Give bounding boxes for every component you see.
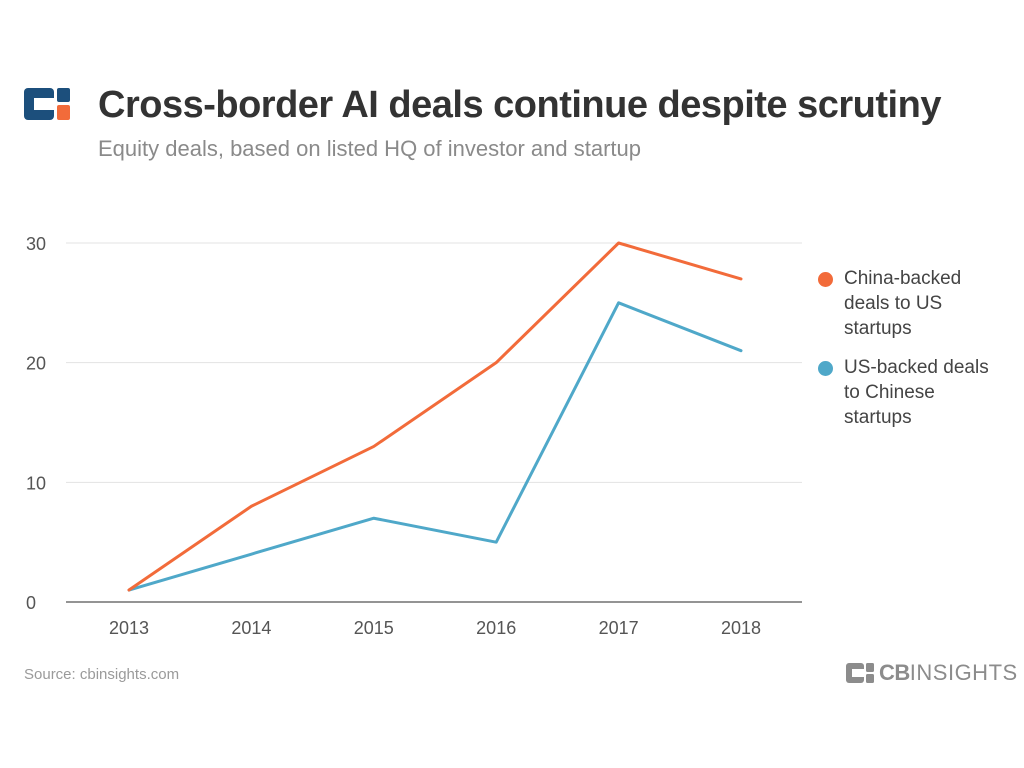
- brand-wordmark-insights: INSIGHTS: [909, 660, 1018, 685]
- y-tick-label: 0: [26, 593, 36, 613]
- x-tick-label: 2015: [354, 618, 394, 638]
- chart-header: Cross-border AI deals continue despite s…: [24, 84, 1004, 174]
- legend-item-us[interactable]: US-backed deals to Chinese startups: [818, 355, 1018, 430]
- x-tick-label: 2017: [599, 618, 639, 638]
- legend-label-us: US-backed deals to Chinese startups: [844, 357, 989, 428]
- legend-item-china[interactable]: China-backed deals to US startups: [818, 266, 1018, 341]
- series-lines: [127, 241, 743, 592]
- y-tick-label: 20: [26, 354, 46, 374]
- y-axis-ticks: 0 10 20 30: [26, 234, 46, 613]
- cb-insights-brand: CB INSIGHTS: [846, 660, 1018, 686]
- x-tick-label: 2013: [109, 618, 149, 638]
- cb-insights-logo: [24, 88, 70, 120]
- legend-marker-china: [818, 272, 833, 287]
- cb-insights-brand-icon: [846, 663, 874, 683]
- source-note: Source: cbinsights.com: [24, 666, 180, 683]
- x-tick-label: 2018: [721, 618, 761, 638]
- y-tick-label: 10: [26, 473, 46, 493]
- chart-subtitle: Equity deals, based on listed HQ of inve…: [98, 136, 641, 161]
- chart-title: Cross-border AI deals continue despite s…: [98, 84, 941, 126]
- brand-wordmark-cb: CB: [879, 660, 910, 685]
- y-tick-label: 30: [26, 234, 46, 254]
- x-axis-ticks: 2013 2014 2015 2016 2017 2018: [109, 618, 761, 638]
- legend-label-china: China-backed deals to US startups: [844, 268, 962, 339]
- x-tick-label: 2016: [476, 618, 516, 638]
- grid-lines: [66, 242, 802, 483]
- series-line-china[interactable]: [127, 241, 743, 592]
- legend-marker-us: [818, 361, 833, 376]
- chart-legend: China-backed deals to US startups US-bac…: [818, 266, 1018, 444]
- x-tick-label: 2014: [231, 618, 271, 638]
- series-line-us[interactable]: [127, 301, 743, 592]
